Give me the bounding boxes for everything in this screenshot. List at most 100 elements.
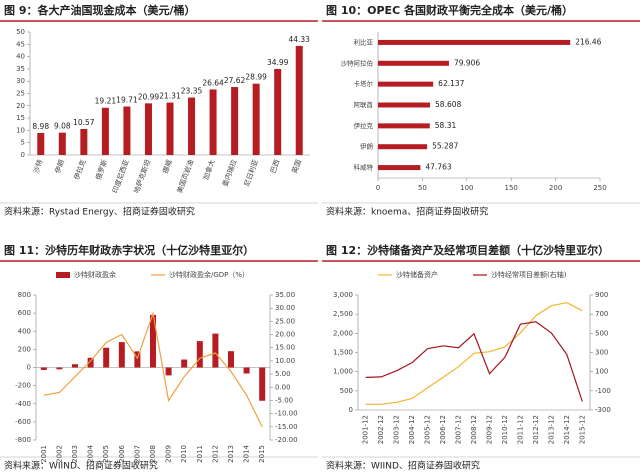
x-tick-label: 委内瑞拉	[220, 158, 238, 187]
x-tick-label: 2005-12	[424, 415, 432, 444]
legend-label: 沙特财政盈余	[74, 270, 116, 279]
y-tick-label: 10.00	[275, 357, 295, 365]
y-tick-label: -200	[15, 382, 31, 390]
x-tick-label: 2011	[196, 445, 204, 463]
bar	[165, 367, 172, 376]
y-tick-label: 阿联酋	[354, 100, 374, 109]
bar	[378, 39, 571, 45]
source: 资料来源：Rystad Energy、招商证券固收研究	[4, 206, 195, 218]
bar	[212, 333, 219, 368]
bar	[252, 83, 260, 155]
y-tick-label: 40	[16, 53, 25, 61]
x-tick-label: 250	[593, 184, 606, 192]
x-tick-label: 伊朗	[53, 158, 66, 174]
value-label: 21.31	[159, 92, 181, 101]
x-tick-label: 尼日利亚	[242, 158, 260, 187]
x-tick-label: 2013	[227, 445, 235, 463]
y-tick-label: 35	[16, 65, 25, 73]
y-tick-label: 45	[16, 40, 25, 48]
bar	[87, 357, 94, 368]
y-tick-label: 30	[16, 77, 25, 85]
bar	[166, 102, 174, 155]
bar	[144, 103, 152, 155]
y-tick-label: 20	[16, 102, 25, 110]
bar	[231, 87, 239, 155]
line	[365, 302, 583, 405]
bar	[40, 367, 47, 370]
bar	[118, 342, 125, 368]
bar	[58, 132, 66, 155]
y-tick-label: 沙特阿拉伯	[341, 58, 374, 67]
bar	[150, 314, 156, 368]
source: 资料来源：WIIND、招商证券固收研究	[4, 460, 158, 472]
chart-title: 图 9：各大产油国现金成本（美元/桶）	[4, 3, 196, 17]
x-tick-label: 50	[418, 184, 427, 192]
x-tick-label: 2004	[87, 444, 95, 462]
x-tick-label: 2004-12	[408, 415, 416, 444]
panel: 图 10：OPEC 各国财政平衡完全成本（美元/桶） 资料来源：knoema、招商…	[322, 3, 640, 218]
value-label: 20.99	[138, 92, 160, 101]
bar	[56, 367, 63, 370]
x-tick-label: 2014	[243, 444, 251, 462]
y-tick-label: 500	[340, 387, 353, 395]
y-tick-label: -5.00	[275, 396, 293, 404]
y-tick-label: 伊拉克	[354, 121, 374, 130]
y-tick-label: 200	[18, 345, 31, 353]
bar	[295, 45, 303, 156]
y-tick-label: 25	[16, 90, 25, 98]
bar	[80, 128, 88, 155]
x-tick-label: 2002	[55, 445, 63, 463]
x-tick-label: 100	[460, 184, 473, 192]
x-tick-label: 0	[376, 184, 380, 192]
x-tick-label: 2006	[118, 444, 126, 462]
y-tick-label: 科威特	[354, 163, 374, 172]
x-tick-label: 2015-12	[578, 415, 586, 444]
legend-label: 沙特经常项目差额(右轴)	[491, 270, 567, 279]
y-tick-label: 15	[16, 114, 25, 122]
y-tick-label: 1,500	[333, 349, 353, 357]
x-tick-label: 俄罗斯	[94, 158, 110, 181]
panel: 图 12：沙特储备资产及经常项目差额（十亿沙特里亚尔） 资料来源：WIIND、招商…	[322, 243, 640, 472]
value-label: 34.99	[267, 58, 289, 67]
value-label: 79.906	[454, 58, 480, 67]
y-tick-label: 15.00	[275, 344, 295, 352]
x-tick-label: 印度尼西亚	[110, 158, 130, 194]
bar	[378, 60, 449, 66]
x-tick-label: 2007	[133, 445, 141, 463]
source: 资料来源：knoema、招商证券固收研究	[326, 206, 488, 218]
x-tick-label: 2012	[211, 445, 219, 463]
value-label: 19.71	[116, 96, 138, 105]
y-tick-label: 100	[595, 368, 608, 376]
x-tick-label: 2006-12	[439, 415, 447, 444]
bar	[188, 97, 196, 155]
value-label: 55.287	[432, 142, 458, 151]
bar	[378, 144, 428, 150]
y-tick-label: 2,000	[333, 329, 353, 337]
panel: 图 9：各大产油国现金成本（美元/桶） 资料来源：Rystad Energy、招商…	[0, 3, 318, 218]
line	[43, 311, 263, 428]
y-tick-label: 900	[595, 291, 608, 299]
value-label: 58.608	[435, 100, 461, 109]
y-tick-label: 800	[18, 291, 31, 299]
bar	[243, 367, 250, 374]
x-tick-label: 英国	[290, 158, 303, 174]
value-label: 216.46	[575, 37, 601, 46]
bar	[259, 367, 266, 401]
y-tick-label: 利比亚	[354, 37, 374, 46]
y-tick-label: 35.00	[275, 291, 295, 299]
y-tick-label: -300	[595, 406, 611, 414]
x-tick-label: 2001-12	[362, 415, 370, 444]
y-tick-label: 5.00	[275, 370, 291, 378]
x-tick-label: 150	[505, 184, 518, 192]
y-tick-label: 3,000	[333, 291, 353, 299]
bar	[37, 132, 45, 155]
bar	[134, 351, 141, 368]
y-tick-label: 600	[18, 309, 31, 317]
x-tick-label: 2013-12	[547, 415, 555, 444]
value-label: 27.62	[224, 76, 246, 85]
x-tick-label: 2002-12	[377, 415, 385, 444]
value-label: 9.08	[54, 122, 71, 131]
y-tick-label: -20.00	[275, 436, 298, 444]
chart-title: 图 10：OPEC 各国财政平衡完全成本（美元/桶）	[326, 3, 573, 17]
value-label: 44.33	[288, 35, 310, 44]
